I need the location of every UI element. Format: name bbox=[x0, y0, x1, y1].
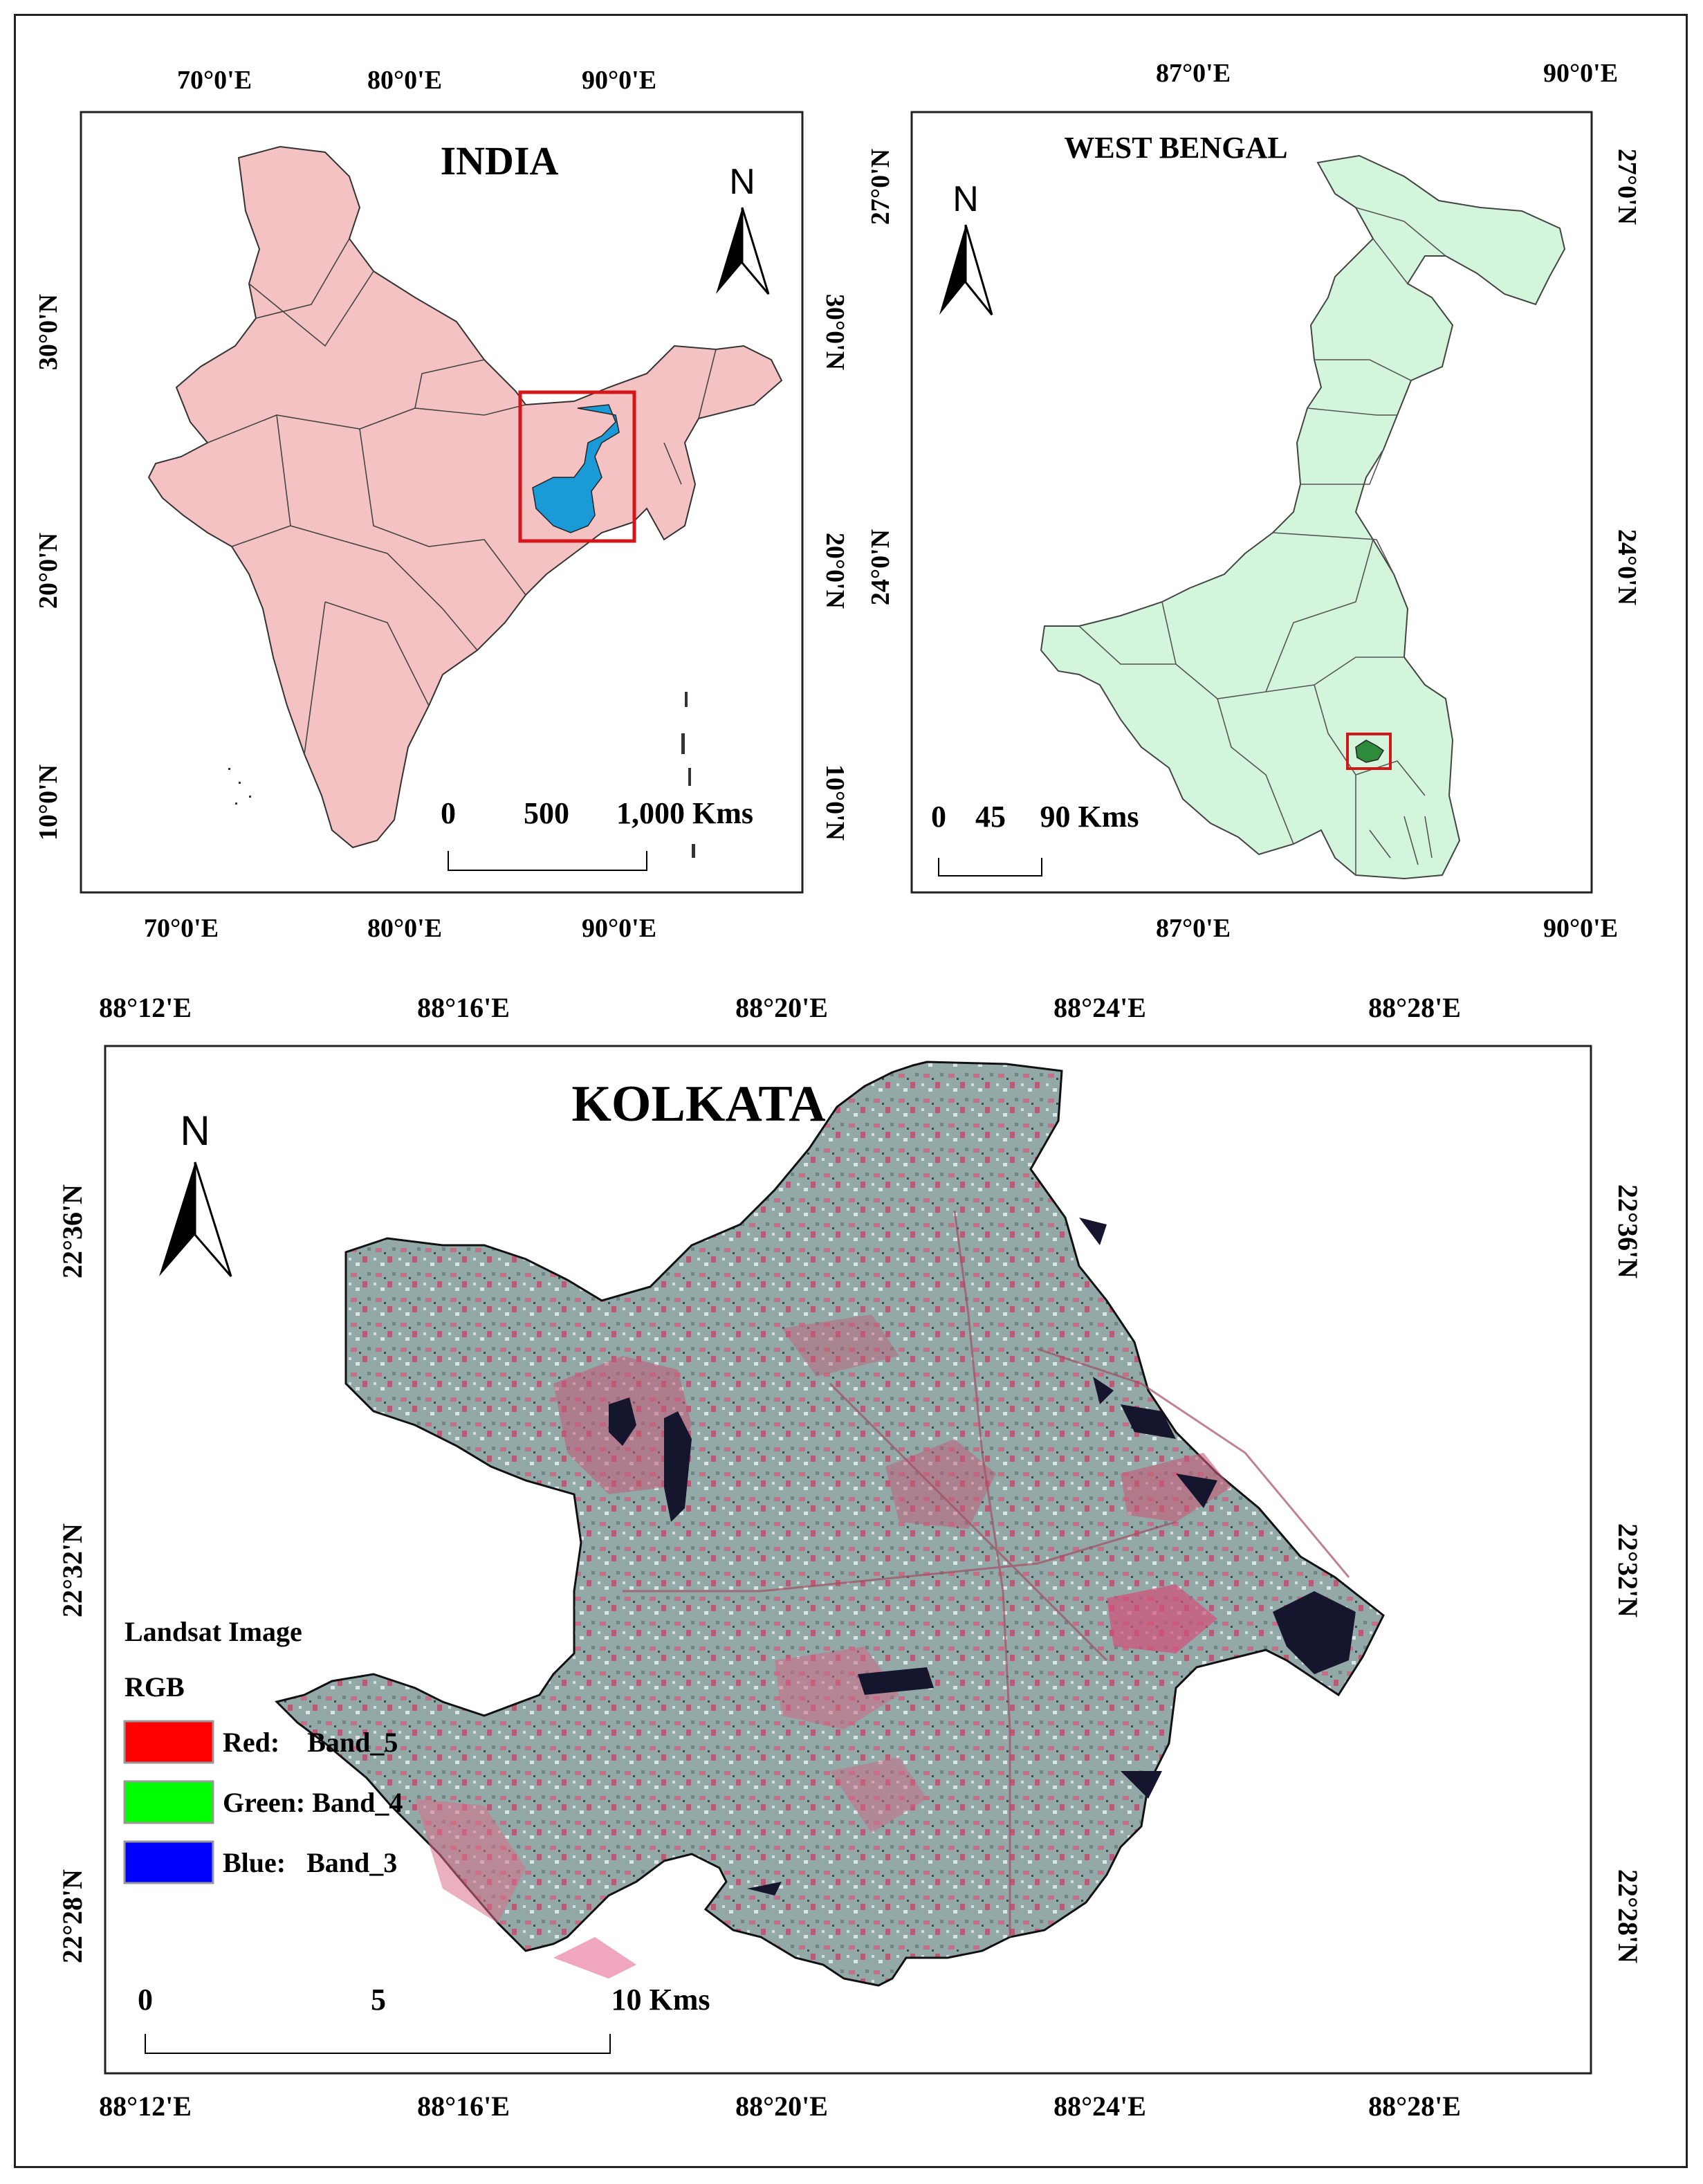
india-top-tick-3: 90°0'E bbox=[582, 66, 656, 95]
india-scale-2: 1,000 Kms bbox=[616, 796, 753, 830]
india-bottom-tick-1: 70°0'E bbox=[144, 914, 219, 943]
kolkata-bottom-tick-4: 88°24'E bbox=[1053, 2091, 1146, 2122]
kolkata-left-tick-3: 22°28'N bbox=[57, 1869, 88, 1963]
wb-top-tick-1: 87°0'E bbox=[1156, 59, 1231, 88]
india-right-tick-3: 10°0'N bbox=[820, 764, 849, 841]
wb-north-label: N bbox=[952, 179, 979, 219]
kolkata-top-tick-1: 88°12'E bbox=[99, 992, 192, 1023]
kolkata-scale-0: 0 bbox=[138, 1983, 153, 2017]
legend-label-red: Red: Band_5 bbox=[223, 1727, 398, 1758]
islands bbox=[228, 692, 695, 858]
kolkata-water-bodies bbox=[609, 1218, 1356, 1896]
india-right-tick-2: 20°0'N bbox=[820, 533, 849, 609]
legend-title: Landsat Image bbox=[125, 1616, 302, 1647]
kolkata-top-tick-3: 88°20'E bbox=[735, 992, 828, 1023]
wb-bottom-tick-2: 90°0'E bbox=[1543, 914, 1618, 943]
wb-scale-1: 45 bbox=[975, 800, 1006, 834]
india-left-tick-3: 10°0'N bbox=[34, 764, 63, 841]
wb-scale-bar: 0 45 90 Kms bbox=[931, 800, 1139, 877]
india-panel: 70°0'E 80°0'E 90°0'E 70°0'E 80°0'E 90°0'… bbox=[34, 66, 849, 943]
kolkata-top-tick-4: 88°24'E bbox=[1053, 992, 1146, 1023]
india-right-tick-1: 30°0'N bbox=[820, 294, 849, 370]
kolkata-title: KOLKATA bbox=[571, 1076, 825, 1132]
kolkata-legend: Landsat Image RGB Red: Band_5 Green: Ban… bbox=[123, 1616, 403, 1884]
india-scale-bar: 0 500 1,000 Kms bbox=[441, 796, 753, 871]
legend-swatch-blue bbox=[123, 1840, 214, 1884]
kolkata-north-arrow: N bbox=[159, 1108, 232, 1277]
kolkata-bottom-tick-3: 88°20'E bbox=[735, 2091, 828, 2122]
india-left-tick-1: 30°0'N bbox=[34, 294, 63, 370]
wb-left-tick-2: 24°0'N bbox=[866, 529, 895, 605]
kolkata-bottom-tick-2: 88°16'E bbox=[417, 2091, 510, 2122]
kolkata-right-tick-3: 22°28'N bbox=[1612, 1869, 1644, 1963]
kolkata-panel: 88°12'E 88°16'E 88°20'E 88°24'E 88°28'E … bbox=[57, 992, 1644, 2122]
india-north-arrow: N bbox=[716, 162, 770, 295]
kolkata-road-network bbox=[623, 1210, 1350, 1937]
india-top-tick-1: 70°0'E bbox=[177, 66, 252, 95]
wb-highlight-box bbox=[1346, 733, 1392, 770]
india-landmass bbox=[147, 145, 783, 849]
india-scale-1: 500 bbox=[524, 796, 569, 830]
wb-district-boundaries bbox=[1078, 207, 1446, 875]
india-north-label: N bbox=[729, 162, 755, 202]
india-left-tick-2: 20°0'N bbox=[34, 533, 63, 609]
india-bottom-tick-3: 90°0'E bbox=[582, 914, 656, 943]
india-bottom-tick-2: 80°0'E bbox=[367, 914, 442, 943]
kolkata-bottom-tick-5: 88°28'E bbox=[1368, 2091, 1461, 2122]
india-title: INDIA bbox=[441, 138, 559, 183]
kolkata-top-tick-2: 88°16'E bbox=[417, 992, 510, 1023]
kolkata-left-tick-1: 22°36'N bbox=[57, 1184, 88, 1278]
kolkata-north-label: N bbox=[180, 1108, 210, 1154]
west-bengal-shape bbox=[532, 404, 620, 533]
india-scale-0: 0 bbox=[441, 796, 456, 830]
kolkata-top-tick-5: 88°28'E bbox=[1368, 992, 1461, 1023]
wb-north-arrow: N bbox=[939, 179, 993, 315]
wb-scale-2: 90 Kms bbox=[1040, 800, 1139, 834]
india-state-boundaries bbox=[207, 238, 717, 755]
kolkata-scale-2: 10 Kms bbox=[611, 1983, 710, 2017]
kolkata-satellite-image bbox=[275, 1061, 1385, 1987]
legend-label-blue: Blue: Band_3 bbox=[223, 1847, 397, 1878]
wb-left-tick-1: 27°0'N bbox=[866, 149, 895, 225]
wb-kolkata-shape bbox=[1355, 740, 1385, 763]
wb-top-tick-2: 90°0'E bbox=[1543, 59, 1618, 88]
legend-swatch-red bbox=[123, 1720, 214, 1764]
wb-right-tick-1: 27°0'N bbox=[1612, 149, 1641, 225]
legend-subtitle: RGB bbox=[125, 1671, 185, 1703]
kolkata-left-tick-2: 22°32'N bbox=[57, 1523, 88, 1617]
legend-label-green: Green: Band_4 bbox=[223, 1787, 403, 1818]
kolkata-bottom-tick-1: 88°12'E bbox=[99, 2091, 192, 2122]
kolkata-land-cover bbox=[415, 1314, 1231, 1979]
kolkata-scale-bar: 0 5 10 Kms bbox=[138, 1983, 710, 2054]
legend-swatch-green bbox=[123, 1780, 214, 1824]
wb-bottom-tick-1: 87°0'E bbox=[1156, 914, 1231, 943]
kolkata-right-tick-1: 22°36'N bbox=[1612, 1184, 1644, 1278]
figure-border bbox=[14, 14, 1688, 2168]
wb-scale-0: 0 bbox=[931, 800, 946, 834]
wb-landmass bbox=[1040, 154, 1566, 880]
kolkata-right-tick-2: 22°32'N bbox=[1612, 1523, 1644, 1617]
india-top-tick-2: 80°0'E bbox=[367, 66, 442, 95]
kolkata-scale-1: 5 bbox=[371, 1983, 386, 2017]
wb-title: WEST BENGAL bbox=[1064, 131, 1287, 165]
india-highlight-box bbox=[518, 390, 636, 543]
west-bengal-panel: 87°0'E 90°0'E 87°0'E 90°0'E 27°0'N 24°0'… bbox=[866, 59, 1641, 943]
wb-right-tick-2: 24°0'N bbox=[1612, 529, 1641, 605]
